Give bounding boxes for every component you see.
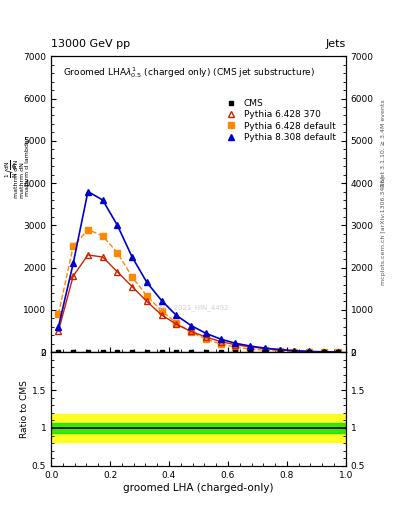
Pythia 8.308 default [307,348,311,354]
Pythia 6.428 370 [115,269,120,275]
CMS [248,349,252,355]
CMS [71,349,75,355]
Pythia 6.428 default [336,349,341,355]
Pythia 6.428 default [248,346,252,352]
Pythia 8.308 default [277,347,282,353]
Pythia 6.428 370 [100,254,105,260]
Pythia 8.308 default [233,340,238,346]
Text: $\frac{1}{\mathregular{N}} / \frac{\mathregular{d}\mathregular{N}}{\mathregular{: $\frac{1}{\mathregular{N}} / \frac{\math… [4,160,20,178]
CMS [233,349,238,355]
Pythia 6.428 default [218,341,223,347]
Text: mcplots.cern.ch [arXiv:1306.3436]: mcplots.cern.ch [arXiv:1306.3436] [381,176,386,285]
Pythia 6.428 370 [263,346,267,352]
Pythia 8.308 default [336,349,341,355]
Pythia 8.308 default [174,312,179,318]
CMS [307,349,311,355]
CMS [174,349,179,355]
Pythia 6.428 default [145,293,149,299]
Pythia 6.428 default [159,308,164,314]
Pythia 6.428 default [56,311,61,317]
Pythia 6.428 default [263,347,267,353]
X-axis label: groomed LHA (charged-only): groomed LHA (charged-only) [123,482,274,493]
CMS [321,349,326,355]
Pythia 6.428 370 [130,284,134,290]
Pythia 6.428 default [100,233,105,239]
Text: CMS_2021_HIN_4492: CMS_2021_HIN_4492 [156,305,230,311]
CMS [86,349,90,355]
Line: Pythia 6.428 370: Pythia 6.428 370 [56,252,341,355]
Pythia 6.428 370 [218,338,223,345]
Pythia 6.428 default [86,226,90,232]
Pythia 6.428 370 [248,344,252,350]
Pythia 6.428 370 [145,298,149,305]
Pythia 6.428 default [277,348,282,354]
CMS [145,349,149,355]
Pythia 6.428 370 [159,312,164,318]
Line: Pythia 8.308 default: Pythia 8.308 default [56,189,341,355]
CMS [115,349,120,355]
Pythia 6.428 370 [189,328,193,334]
Pythia 6.428 default [130,274,134,280]
Pythia 6.428 default [71,243,75,249]
Pythia 6.428 default [189,329,193,335]
Pythia 6.428 370 [204,334,208,340]
CMS [159,349,164,355]
Line: Pythia 6.428 default: Pythia 6.428 default [56,227,341,355]
Pythia 8.308 default [100,197,105,203]
Pythia 6.428 default [321,349,326,355]
Pythia 6.428 370 [56,328,61,334]
Pythia 8.308 default [159,297,164,304]
Pythia 8.308 default [204,330,208,336]
Pythia 6.428 default [233,344,238,350]
Pythia 6.428 default [115,250,120,256]
Pythia 8.308 default [130,254,134,260]
CMS [204,349,208,355]
Pythia 8.308 default [86,188,90,195]
Pythia 6.428 default [292,349,297,355]
Pythia 8.308 default [321,349,326,355]
Y-axis label: Ratio to CMS: Ratio to CMS [20,380,29,438]
Pythia 6.428 370 [292,348,297,354]
CMS [218,349,223,355]
Pythia 8.308 default [145,280,149,286]
Pythia 8.308 default [115,222,120,228]
Pythia 6.428 default [174,320,179,326]
Text: 13000 GeV pp: 13000 GeV pp [51,38,130,49]
Pythia 6.428 370 [86,252,90,258]
CMS [336,349,341,355]
Text: Rivet 3.1.10, ≥ 3.4M events: Rivet 3.1.10, ≥ 3.4M events [381,99,386,187]
Pythia 6.428 370 [307,349,311,355]
Legend: CMS, Pythia 6.428 370, Pythia 6.428 default, Pythia 8.308 default: CMS, Pythia 6.428 370, Pythia 6.428 defa… [219,96,338,144]
Line: CMS: CMS [56,350,341,354]
CMS [277,349,282,355]
Pythia 8.308 default [71,260,75,266]
CMS [292,349,297,355]
Pythia 8.308 default [218,336,223,342]
Pythia 6.428 370 [336,349,341,355]
CMS [130,349,134,355]
Text: Jets: Jets [325,38,346,49]
Pythia 6.428 default [307,349,311,355]
Pythia 6.428 370 [321,349,326,355]
Pythia 8.308 default [263,345,267,351]
Text: mathrm d²N
mathrm dN
 mathrm d lambda: mathrm d²N mathrm dN mathrm d lambda [14,140,30,198]
Pythia 6.428 370 [71,273,75,279]
Text: Groomed LHA$\lambda^{1}_{0.5}$ (charged only) (CMS jet substructure): Groomed LHA$\lambda^{1}_{0.5}$ (charged … [63,65,315,80]
CMS [189,349,193,355]
Pythia 8.308 default [292,348,297,354]
Pythia 8.308 default [189,323,193,329]
Pythia 6.428 370 [174,321,179,327]
Pythia 6.428 370 [277,347,282,353]
Pythia 6.428 default [204,336,208,342]
Pythia 6.428 370 [233,342,238,348]
Pythia 8.308 default [56,324,61,330]
CMS [100,349,105,355]
CMS [56,349,61,355]
Pythia 8.308 default [248,343,252,349]
CMS [263,349,267,355]
